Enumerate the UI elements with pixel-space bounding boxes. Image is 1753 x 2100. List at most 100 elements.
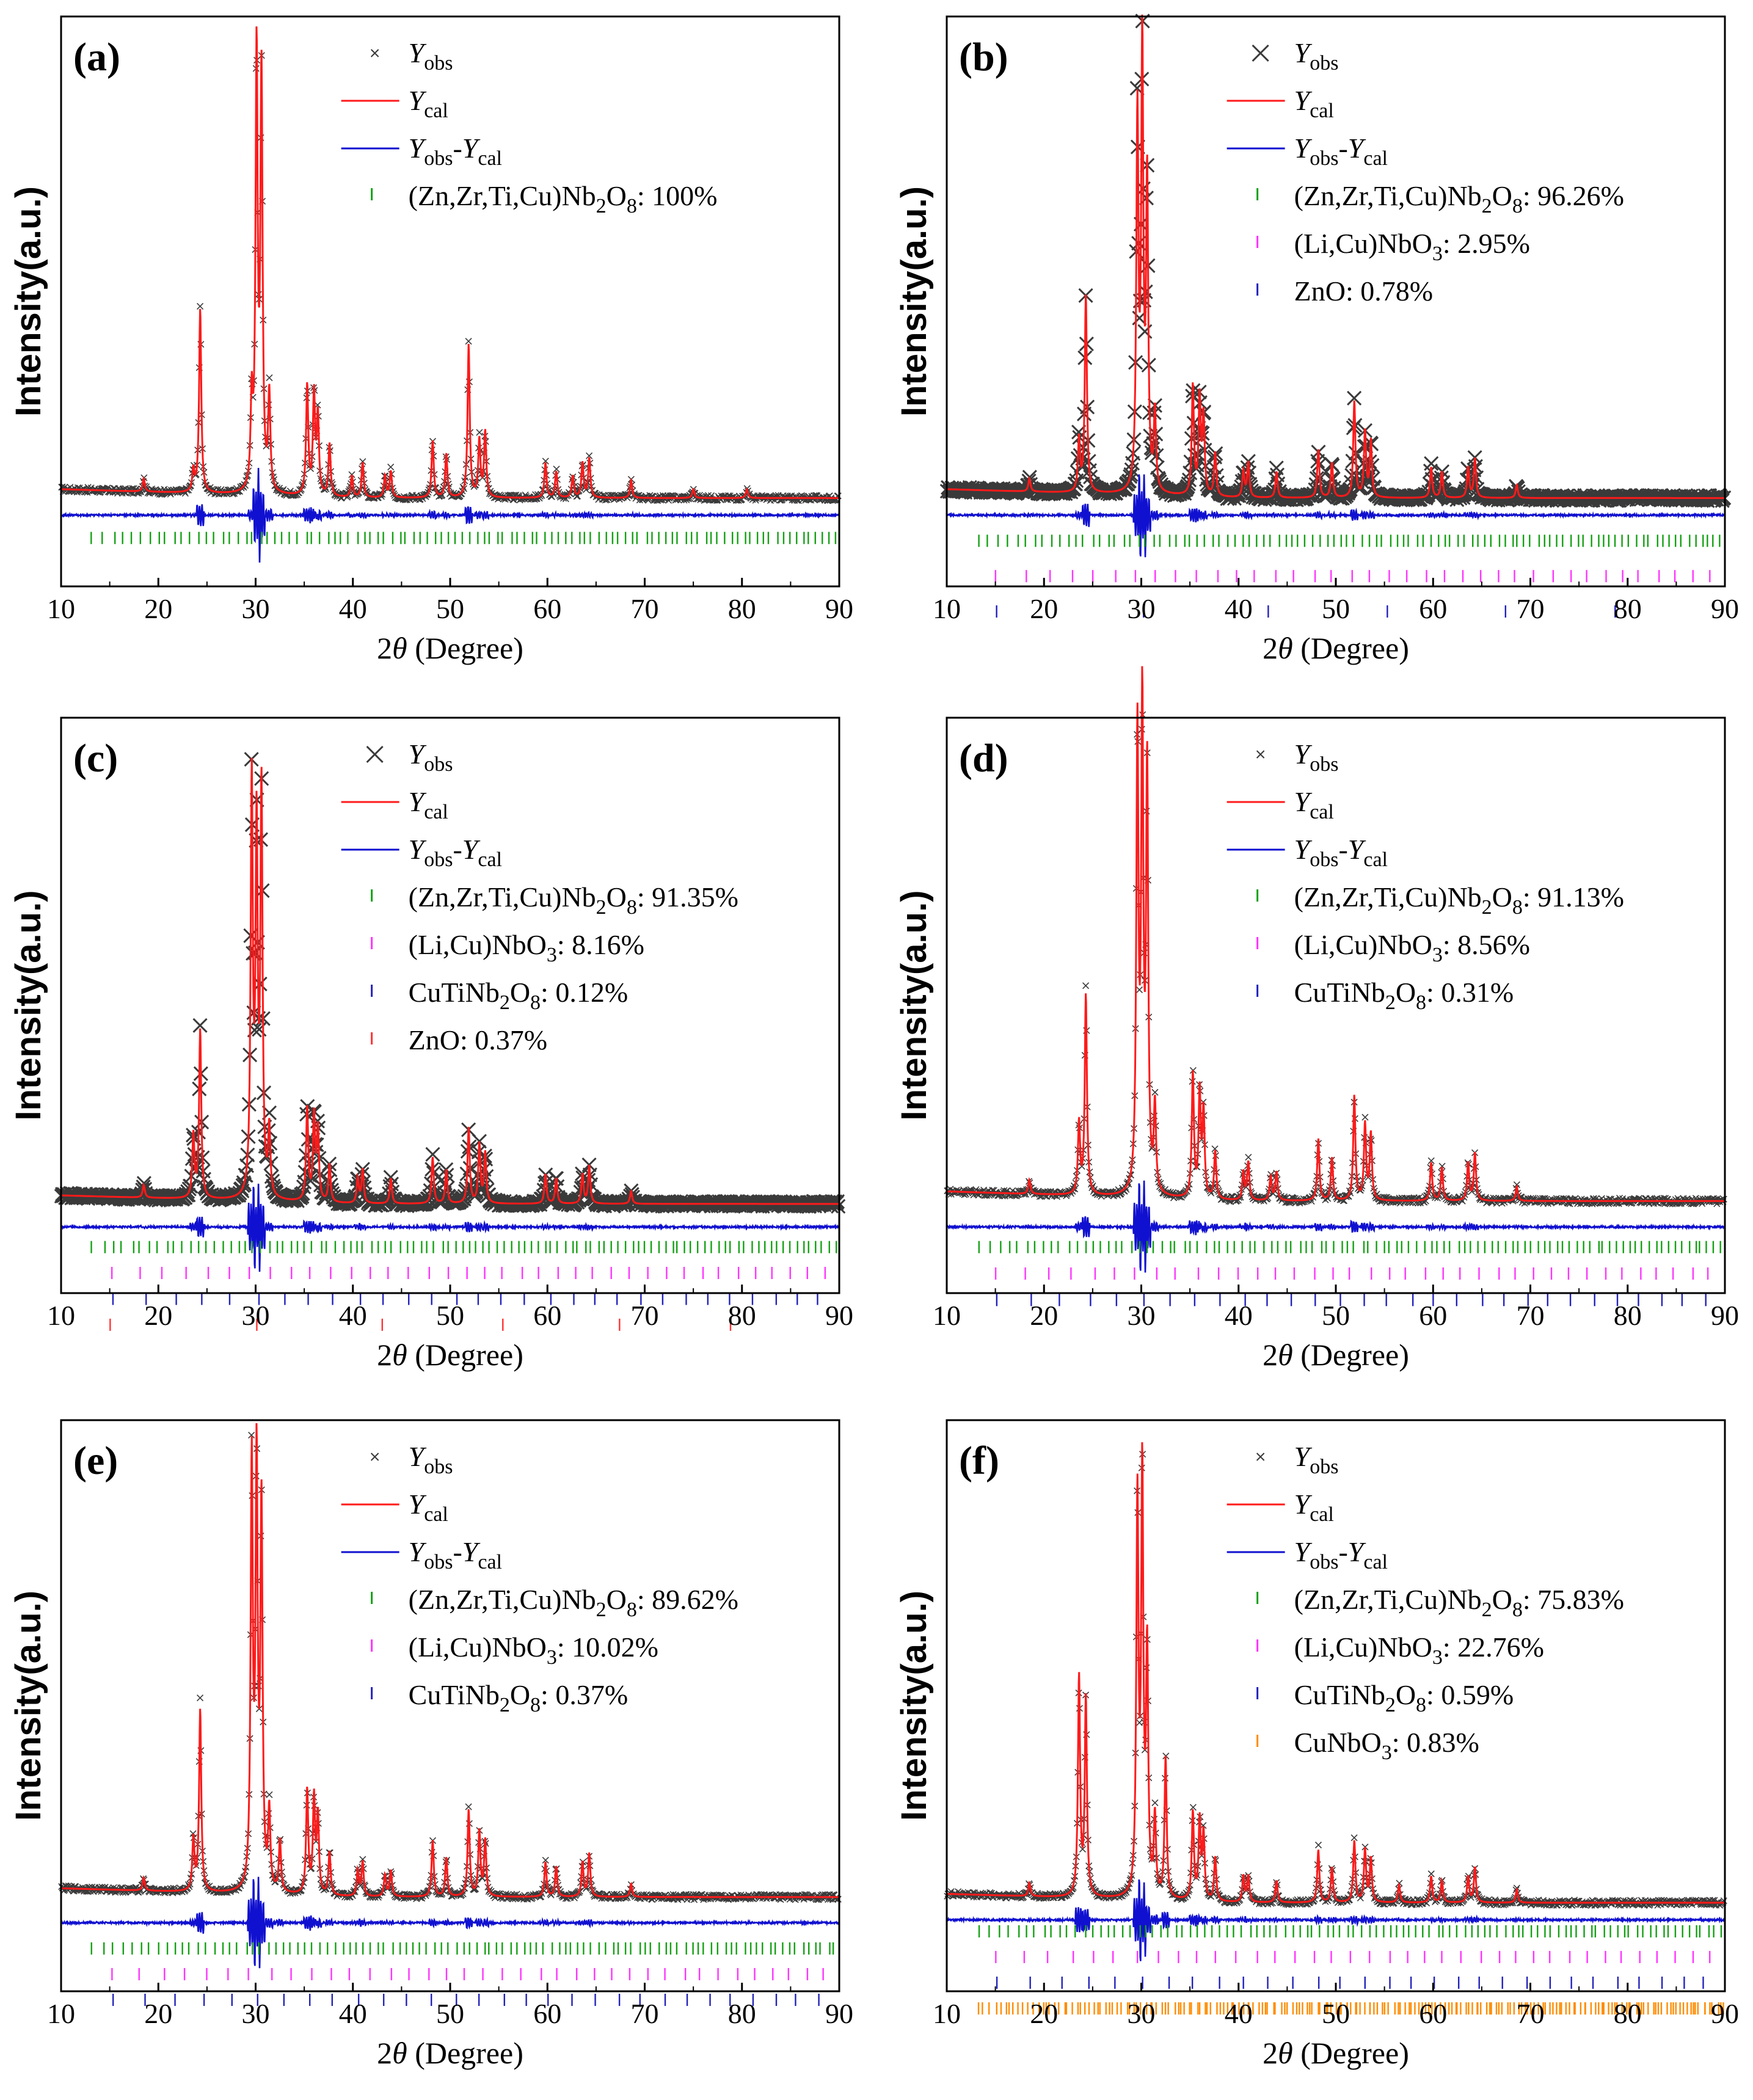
legend-ydiff-label: Yobs-Ycal — [1294, 133, 1388, 170]
yobs-series — [939, 13, 1732, 508]
x-tick-label: 60 — [1419, 1300, 1447, 1331]
legend-phase-label: (Zn,Zr,Ti,Cu)Nb2O8: 100% — [409, 180, 718, 217]
legend: Yobs Ycal Yobs-Ycal (Zn,Zr,Ti,Cu)Nb2O8: 100… — [341, 37, 718, 217]
legend-yobs-label: Yobs — [1294, 738, 1339, 776]
x-axis-label: 2θ (Degree) — [1263, 1338, 1409, 1372]
x-tick-label: 50 — [436, 1300, 464, 1331]
x-tick-label: 20 — [1030, 1300, 1058, 1331]
x-tick-label: 20 — [144, 1300, 172, 1331]
phase-ticks-0 — [978, 534, 1721, 547]
y-axis-label: Intensity(a.u.) — [9, 186, 48, 417]
yobs-point — [377, 493, 385, 500]
legend-ycal-label: Ycal — [409, 85, 448, 122]
x-tick-label: 60 — [533, 1300, 561, 1331]
yobs-point — [439, 491, 446, 498]
legend-phase-label: CuTiNb2O8: 0.12% — [409, 977, 629, 1014]
yobs-series — [58, 52, 842, 505]
yobs-point — [1245, 1154, 1252, 1161]
legend-ydiff-label: Yobs-Ycal — [409, 133, 502, 170]
x-tick-label: 90 — [1711, 593, 1739, 624]
x-tick-label: 30 — [242, 593, 270, 624]
panel-label: (a) — [73, 35, 120, 79]
legend-phase-label: (Li,Cu)NbO3: 2.95% — [1294, 228, 1530, 265]
x-tick-label: 10 — [47, 593, 75, 624]
legend: Yobs Ycal Yobs-Ycal (Zn,Zr,Ti,Cu)Nb2O8: 91.… — [341, 738, 738, 1055]
x-tick-label: 20 — [1030, 593, 1058, 624]
legend-yobs-label: Yobs — [1294, 37, 1339, 75]
legend-phase-label: (Li,Cu)NbO3: 8.16% — [409, 929, 644, 966]
phase-ticks-1 — [994, 1267, 1709, 1280]
legend-phase-label: (Zn,Zr,Ti,Cu)Nb2O8: 91.35% — [409, 881, 738, 919]
yobs-point — [197, 1694, 204, 1702]
yobs-point — [476, 429, 483, 436]
legend-phase-label: ZnO: 0.78% — [1294, 275, 1433, 307]
legend: Yobs Ycal Yobs-Ycal (Zn,Zr,Ti,Cu)Nb2O8: 96.… — [1226, 37, 1624, 307]
legend-phase-label: CuTiNb2O8: 0.31% — [1294, 977, 1514, 1014]
legend-yobs-marker — [370, 49, 379, 57]
x-tick-label: 50 — [436, 593, 464, 624]
yobs-point — [1151, 1088, 1159, 1096]
yobs-point — [348, 471, 355, 478]
x-tick-label: 10 — [933, 593, 961, 624]
x-tick-label: 50 — [1322, 1300, 1350, 1331]
x-axis-label: 2θ (Degree) — [377, 1338, 523, 1372]
x-tick-label: 20 — [144, 593, 172, 624]
phase-ticks-0 — [90, 531, 837, 544]
legend-phase-label: (Zn,Zr,Ti,Cu)Nb2O8: 96.26% — [1294, 180, 1624, 217]
x-tick-label: 80 — [728, 1300, 756, 1331]
panel-c: 10 20 30 40 50 60 70 80 90 2θ (Degree) Intensity(a… — [9, 716, 853, 1372]
panel-label: (c) — [73, 736, 118, 781]
panel-b: 10 20 30 40 50 60 70 80 90 2θ (Degree) Intensity(a… — [894, 13, 1739, 665]
phase-ticks-2 — [996, 1294, 1707, 1307]
x-tick-label: 80 — [1614, 1300, 1642, 1331]
yobs-point — [465, 338, 472, 345]
legend-ycal-label: Ycal — [1294, 786, 1334, 823]
legend-ycal-label: Ycal — [409, 786, 448, 823]
yobs-point — [1135, 986, 1143, 994]
phase-ticks-2 — [112, 1292, 818, 1305]
yobs-point — [197, 302, 204, 310]
x-tick-label: 90 — [1711, 1300, 1739, 1331]
yobs-point — [266, 374, 273, 381]
legend-phase-label: (Li,Cu)NbO3: 8.56% — [1294, 929, 1530, 966]
x-tick-label: 30 — [1128, 593, 1156, 624]
legend-ydiff-label: Yobs-Ycal — [409, 834, 502, 871]
legend-yobs-marker — [366, 745, 384, 764]
x-tick-label: 40 — [1225, 593, 1253, 624]
x-tick-label: 70 — [631, 1300, 659, 1331]
x-tick-label: 50 — [1322, 593, 1350, 624]
panel-label: (b) — [959, 35, 1008, 79]
legend-phase-label: (Zn,Zr,Ti,Cu)Nb2O8: 91.13% — [1294, 881, 1624, 919]
panel-label: (d) — [959, 736, 1008, 781]
x-tick-label: 70 — [631, 593, 659, 624]
phase-ticks-0 — [978, 1241, 1721, 1253]
legend-ycal-label: Ycal — [1294, 85, 1334, 122]
x-axis-label: 2θ (Degree) — [1263, 631, 1409, 665]
legend-yobs-marker — [1256, 750, 1265, 759]
x-tick-label: 30 — [242, 1300, 270, 1331]
ycal-series — [61, 26, 839, 499]
x-tick-label: 80 — [1614, 593, 1642, 624]
legend-yobs-marker — [1252, 44, 1269, 62]
x-axis-label: 2θ (Degree) — [377, 631, 523, 665]
x-tick-label: 60 — [1419, 593, 1447, 624]
x-tick-label: 10 — [933, 1300, 961, 1331]
legend-yobs-label: Yobs — [409, 738, 453, 776]
y-axis-label: Intensity(a.u.) — [9, 890, 48, 1120]
x-tick-label: 60 — [533, 593, 561, 624]
panel-a: 10 20 30 40 50 60 70 80 90 2θ (Degree) Intensity(a… — [9, 15, 853, 665]
x-tick-label: 30 — [1128, 1300, 1156, 1331]
panel-d: 10 20 30 40 50 60 70 80 90 2θ (Degree) Intensity(a… — [894, 666, 1739, 1372]
x-tick-label: 40 — [1225, 1300, 1253, 1331]
legend-phase-label: ZnO: 0.37% — [409, 1024, 547, 1055]
phase-ticks-1 — [111, 1267, 826, 1280]
y-axis-label: Intensity(a.u.) — [894, 890, 934, 1120]
legend: Yobs Ycal Yobs-Ycal (Zn,Zr,Ti,Cu)Nb2O8: 91.… — [1226, 738, 1624, 1014]
x-tick-label: 90 — [825, 593, 853, 624]
yobs-series — [58, 1432, 842, 1903]
x-tick-label: 10 — [47, 1300, 75, 1331]
yobs-point — [1137, 324, 1153, 339]
x-tick-label: 70 — [1517, 1300, 1545, 1331]
x-tick-label: 70 — [1517, 593, 1545, 624]
